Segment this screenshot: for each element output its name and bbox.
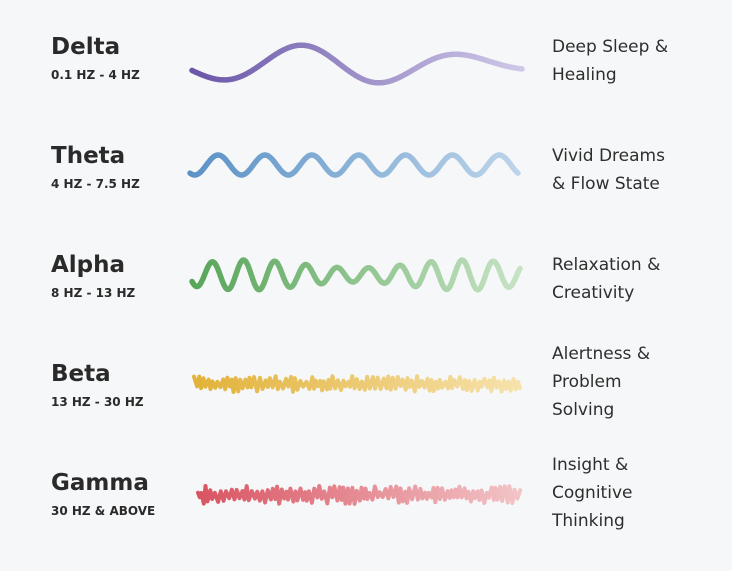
- effect-line: & Flow State: [552, 174, 660, 194]
- band-effect: Vivid Dreams & Flow State: [552, 142, 727, 198]
- effect-line: Healing: [552, 65, 617, 85]
- beta-wave-icon: [192, 374, 522, 394]
- effect-line: Vivid Dreams: [552, 146, 665, 166]
- band-name: Gamma: [51, 470, 149, 496]
- effect-line: Relaxation &: [552, 255, 661, 275]
- band-row-alpha: Alpha 8 HZ - 13 HZ Relaxation & Creativi…: [0, 251, 732, 351]
- band-range: 30 HZ & ABOVE: [51, 504, 156, 518]
- band-row-gamma: Gamma 30 HZ & ABOVE Insight & Cognitive …: [0, 455, 732, 569]
- band-range: 13 HZ - 30 HZ: [51, 395, 144, 409]
- wave-path: [192, 374, 522, 394]
- effect-line: Insight &: [552, 455, 629, 475]
- band-name: Theta: [51, 143, 126, 169]
- theta-wave-icon: [187, 152, 521, 178]
- band-row-beta: Beta 13 HZ - 30 HZ Alertness & Problem S…: [0, 344, 732, 460]
- gamma-wave-icon: [196, 484, 523, 506]
- band-row-delta: Delta 0.1 HZ - 4 HZ Deep Sleep & Healing: [0, 33, 732, 133]
- alpha-wave-icon: [189, 257, 523, 293]
- band-effect: Insight & Cognitive Thinking: [552, 451, 727, 535]
- band-effect: Relaxation & Creativity: [552, 251, 727, 307]
- slow-wave-icon: [189, 42, 525, 86]
- band-effect: Alertness & Problem Solving: [552, 340, 727, 424]
- effect-line: Creativity: [552, 283, 635, 303]
- band-range: 4 HZ - 7.5 HZ: [51, 177, 140, 191]
- band-name: Alpha: [51, 252, 126, 278]
- wave-path: [196, 484, 523, 506]
- effect-line: Deep Sleep &: [552, 37, 669, 57]
- band-name: Beta: [51, 361, 111, 387]
- effect-line: Alertness &: [552, 344, 651, 364]
- band-range: 8 HZ - 13 HZ: [51, 286, 136, 300]
- wave-path: [187, 152, 521, 178]
- band-effect: Deep Sleep & Healing: [552, 33, 727, 89]
- wave-path: [189, 257, 523, 293]
- effect-line: Solving: [552, 400, 615, 420]
- wave-path: [189, 42, 525, 86]
- band-row-theta: Theta 4 HZ - 7.5 HZ Vivid Dreams & Flow …: [0, 142, 732, 242]
- band-name: Delta: [51, 34, 121, 60]
- effect-line: Thinking: [552, 511, 625, 531]
- effect-line: Problem: [552, 372, 622, 392]
- effect-line: Cognitive: [552, 483, 633, 503]
- band-range: 0.1 HZ - 4 HZ: [51, 68, 140, 82]
